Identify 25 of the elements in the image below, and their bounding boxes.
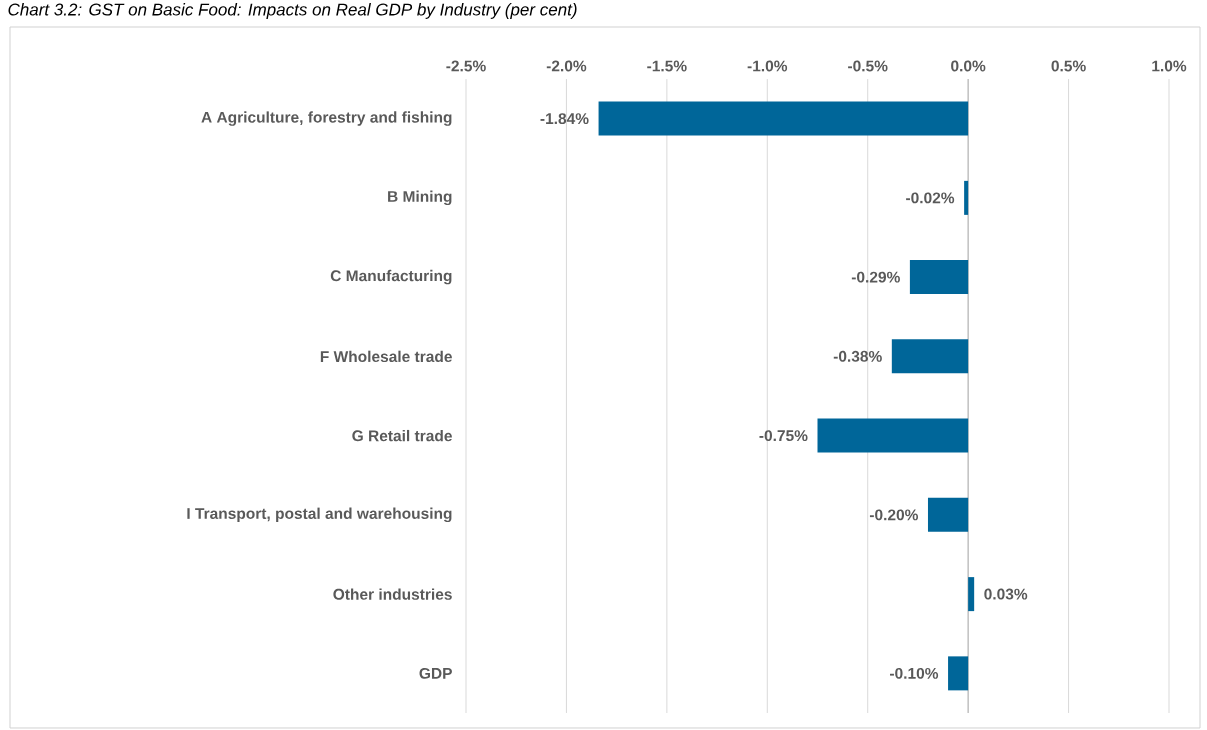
x-tick-label: -1.0% [747,60,788,72]
y-tick-label: Other industries [333,588,452,600]
y-tick-label: A Agriculture, forestry and fishing [201,111,452,126]
y-tick-label: I Transport, postal and warehousing [187,507,452,523]
y-tick-label: B Mining [388,190,452,206]
y-tick-label: G Retail trade [352,429,452,442]
data-label: -0.02% [906,192,955,204]
text: Chart 3.2: GST on Basic Food: Impacts on Real GDP by Industry (per cent) [8,3,577,19]
y-tick-label: F Wholesale trade [320,350,452,363]
data-label: -0.10% [890,667,939,679]
data-label: -1.84% [540,113,589,125]
x-tick-label: 0.0% [951,60,986,72]
x-tick-label: -2.5% [446,60,486,72]
x-tick-label: -0.5% [848,60,888,72]
data-label: -0.75% [759,430,808,442]
data-label: -0.29% [851,271,900,283]
y-tick-label: GDP [419,667,452,679]
data-label: -0.20% [869,509,919,521]
x-tick-label: -2.0% [546,60,587,72]
y-tick-label: C Manufacturing [330,269,452,285]
data-label: -0.38% [833,350,882,362]
x-tick-label: 0.5% [1051,60,1086,72]
data-label: 0.03% [984,588,1028,600]
x-tick-label: -1.5% [647,60,687,72]
x-tick-label: 1.0% [1152,60,1187,72]
